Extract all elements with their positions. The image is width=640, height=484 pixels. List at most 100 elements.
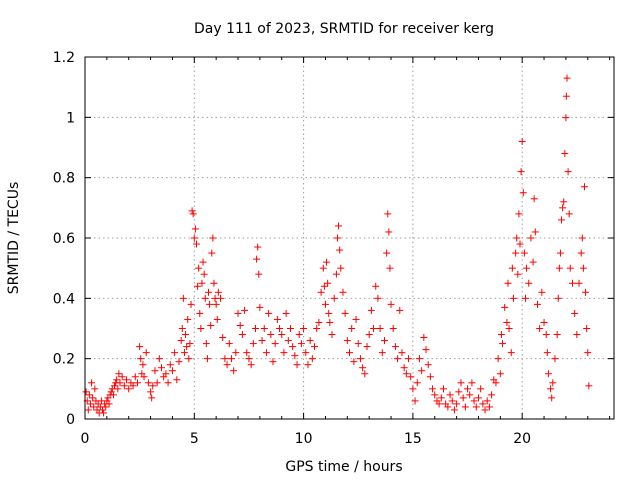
data-point xyxy=(492,379,500,387)
data-point xyxy=(306,337,314,345)
data-point xyxy=(98,406,106,414)
data-point xyxy=(512,249,520,257)
data-point xyxy=(129,382,137,390)
data-point xyxy=(293,361,301,369)
data-point xyxy=(389,325,397,332)
data-point xyxy=(479,400,487,408)
data-point xyxy=(149,382,157,390)
plot-frame xyxy=(84,56,615,420)
data-point xyxy=(315,318,323,326)
data-point xyxy=(555,264,563,272)
data-point xyxy=(519,189,527,197)
data-point xyxy=(531,228,539,236)
data-point xyxy=(337,264,345,272)
data-point xyxy=(558,216,566,224)
data-point xyxy=(186,340,194,348)
data-point xyxy=(562,92,570,100)
y-tick-label: 1 xyxy=(66,110,75,126)
data-point xyxy=(282,309,290,317)
data-point xyxy=(481,406,489,414)
data-point xyxy=(501,303,509,311)
data-point xyxy=(147,388,155,396)
data-point xyxy=(249,340,257,348)
data-point xyxy=(114,385,122,393)
data-point xyxy=(363,343,371,351)
data-point xyxy=(232,349,240,357)
data-point xyxy=(89,394,97,402)
data-point xyxy=(521,294,529,302)
data-point xyxy=(330,294,338,302)
data-point xyxy=(105,400,113,408)
data-point xyxy=(323,258,331,266)
data-point xyxy=(374,294,382,302)
axis-ticks: 0 0.2 0.4 0.6 0.8 1 1.2 0 5 10 15 20 xyxy=(53,50,614,447)
data-point xyxy=(195,264,203,272)
data-point xyxy=(255,270,263,278)
data-point xyxy=(424,361,432,369)
data-point xyxy=(584,349,592,357)
data-point xyxy=(265,309,273,317)
data-point xyxy=(284,337,292,345)
data-point xyxy=(86,400,94,408)
data-point xyxy=(391,343,399,351)
data-point xyxy=(365,331,373,339)
data-point xyxy=(513,234,521,242)
data-point xyxy=(394,355,402,363)
data-point xyxy=(483,397,491,405)
x-tick-label: 20 xyxy=(513,431,531,447)
data-point xyxy=(120,382,128,390)
data-point xyxy=(116,379,124,387)
data-point xyxy=(566,264,574,272)
data-point xyxy=(354,340,362,348)
data-point xyxy=(223,361,231,369)
data-point xyxy=(199,258,207,266)
data-point xyxy=(542,331,550,339)
grid xyxy=(85,57,614,419)
data-point xyxy=(551,355,559,363)
data-point xyxy=(260,325,268,332)
data-point xyxy=(203,355,211,363)
data-point xyxy=(554,294,562,302)
data-point xyxy=(386,264,394,272)
data-point xyxy=(197,325,205,332)
data-point xyxy=(256,303,264,311)
data-point xyxy=(509,294,517,302)
data-point xyxy=(407,373,415,381)
data-point xyxy=(560,198,568,206)
data-point xyxy=(387,300,395,308)
data-point xyxy=(321,300,329,308)
data-point xyxy=(144,379,152,387)
data-point xyxy=(262,349,270,357)
data-point xyxy=(317,288,325,296)
data-point xyxy=(201,294,209,302)
data-point xyxy=(209,234,217,242)
data-point xyxy=(217,294,225,302)
data-point xyxy=(466,391,474,399)
data-point xyxy=(573,331,581,339)
data-point xyxy=(474,394,482,402)
data-point xyxy=(514,270,522,278)
data-point xyxy=(183,343,191,351)
data-point xyxy=(271,340,279,348)
data-point xyxy=(192,240,200,248)
data-point xyxy=(140,373,148,381)
data-point xyxy=(189,210,197,218)
data-point xyxy=(549,379,557,387)
data-point xyxy=(444,403,452,411)
data-point xyxy=(179,294,187,302)
data-point xyxy=(527,234,535,242)
y-axis-title: SRMTID / TECUs xyxy=(6,182,22,295)
data-point xyxy=(90,403,98,411)
data-point xyxy=(155,355,163,363)
data-point xyxy=(171,349,179,357)
y-tick-label: 1.2 xyxy=(53,50,75,66)
data-point xyxy=(123,376,131,384)
data-point xyxy=(238,331,246,339)
data-point xyxy=(205,288,213,296)
data-point xyxy=(325,309,333,317)
data-point xyxy=(308,355,316,363)
data-point xyxy=(505,325,513,332)
data-point xyxy=(164,379,172,387)
data-point xyxy=(383,249,391,257)
